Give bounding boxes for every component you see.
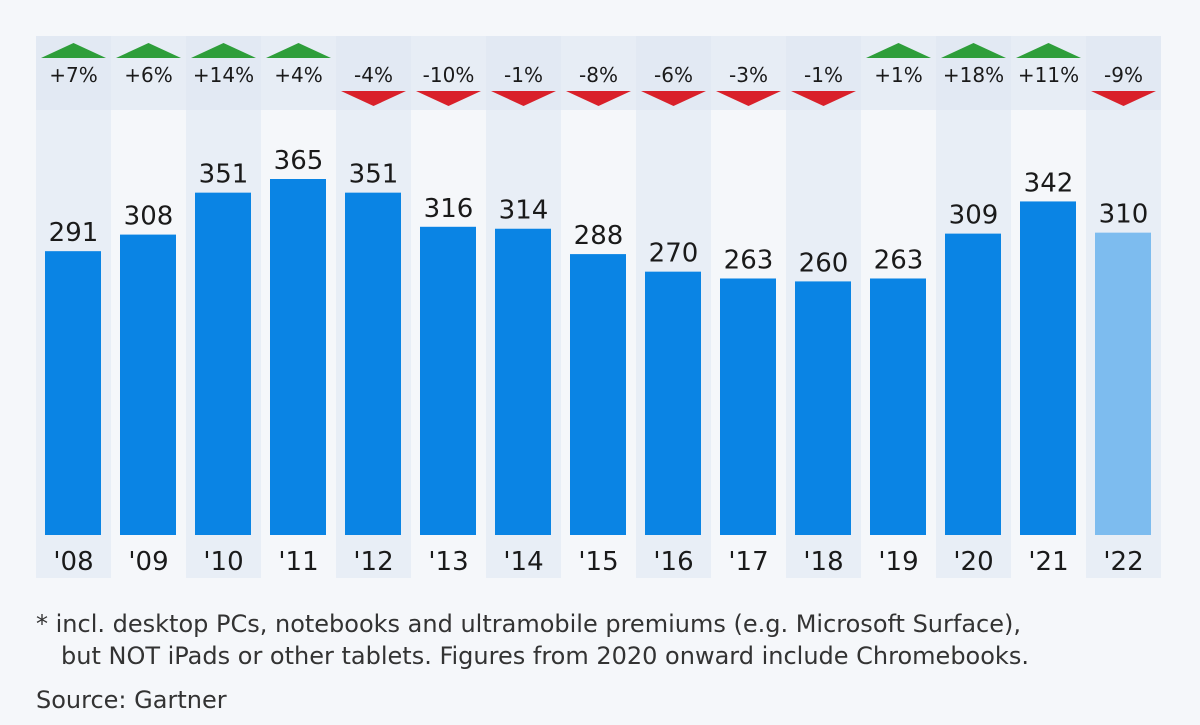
- value-label: 260: [799, 248, 849, 278]
- bar: [270, 179, 326, 535]
- source-note: Source: Gartner: [36, 686, 227, 714]
- year-label: '12: [353, 547, 393, 577]
- up-arrow-icon: [941, 43, 1006, 58]
- change-label: +14%: [193, 63, 254, 87]
- change-label: -10%: [423, 63, 475, 87]
- down-arrow-icon: [341, 91, 406, 106]
- bar: [195, 192, 251, 536]
- change-label: +7%: [49, 63, 98, 87]
- up-arrow-icon: [866, 43, 931, 58]
- value-label: 365: [274, 146, 324, 176]
- year-label: '19: [878, 547, 918, 577]
- bar: [1095, 232, 1151, 535]
- year-label: '15: [578, 547, 618, 577]
- change-label: -4%: [354, 63, 393, 87]
- down-arrow-icon: [491, 91, 556, 106]
- down-arrow-icon: [641, 91, 706, 106]
- bar: [570, 254, 626, 535]
- value-label: 351: [349, 160, 399, 190]
- change-label: -6%: [654, 63, 693, 87]
- up-arrow-icon: [41, 43, 106, 58]
- value-label: 342: [1024, 168, 1074, 198]
- value-label: 351: [199, 160, 249, 190]
- change-label: +4%: [274, 63, 323, 87]
- change-label: -9%: [1104, 63, 1143, 87]
- change-label: -1%: [804, 63, 843, 87]
- year-label: '08: [53, 547, 93, 577]
- bar: [945, 233, 1001, 535]
- bar: [795, 281, 851, 535]
- year-label: '14: [503, 547, 543, 577]
- year-label: '10: [203, 547, 243, 577]
- change-label: -1%: [504, 63, 543, 87]
- value-label: 263: [724, 245, 774, 275]
- down-arrow-icon: [566, 91, 631, 106]
- value-label: 316: [424, 194, 474, 224]
- year-label: '17: [728, 547, 768, 577]
- value-label: 309: [949, 201, 999, 231]
- footnote-line-2: but NOT iPads or other tablets. Figures …: [61, 642, 1029, 670]
- up-arrow-icon: [1016, 43, 1081, 58]
- value-label: 308: [124, 202, 174, 232]
- value-label: 314: [499, 196, 549, 226]
- down-arrow-icon: [1091, 91, 1156, 106]
- bar: [45, 251, 101, 535]
- up-arrow-icon: [116, 43, 181, 58]
- bar: [720, 278, 776, 535]
- bar: [1020, 201, 1076, 536]
- year-label: '09: [128, 547, 168, 577]
- up-arrow-icon: [266, 43, 331, 58]
- change-label: +11%: [1018, 63, 1079, 87]
- year-label: '16: [653, 547, 693, 577]
- bar: [120, 234, 176, 535]
- change-label: -8%: [579, 63, 618, 87]
- value-label: 270: [649, 239, 699, 269]
- bar-chart: 291 '08 +7% 308 '09 +6% 351 '10 +14% 365 '11 +4% 351…: [36, 36, 1161, 578]
- footnote-line-1: * incl. desktop PCs, notebooks and ultra…: [36, 610, 1021, 638]
- year-label: '11: [278, 547, 318, 577]
- change-label: -3%: [729, 63, 768, 87]
- down-arrow-icon: [791, 91, 856, 106]
- down-arrow-icon: [716, 91, 781, 106]
- bar: [495, 228, 551, 535]
- year-label: '13: [428, 547, 468, 577]
- year-label: '18: [803, 547, 843, 577]
- bar: [420, 226, 476, 535]
- year-label: '21: [1028, 547, 1068, 577]
- up-arrow-icon: [191, 43, 256, 58]
- change-label: +6%: [124, 63, 173, 87]
- value-label: 310: [1099, 200, 1149, 230]
- down-arrow-icon: [416, 91, 481, 106]
- bar: [870, 278, 926, 535]
- year-label: '22: [1103, 547, 1143, 577]
- bar: [645, 271, 701, 535]
- value-label: 291: [49, 218, 99, 248]
- change-label: +18%: [943, 63, 1004, 87]
- value-label: 288: [574, 221, 624, 251]
- change-label: +1%: [874, 63, 923, 87]
- bar: [345, 192, 401, 536]
- year-label: '20: [953, 547, 993, 577]
- value-label: 263: [874, 245, 924, 275]
